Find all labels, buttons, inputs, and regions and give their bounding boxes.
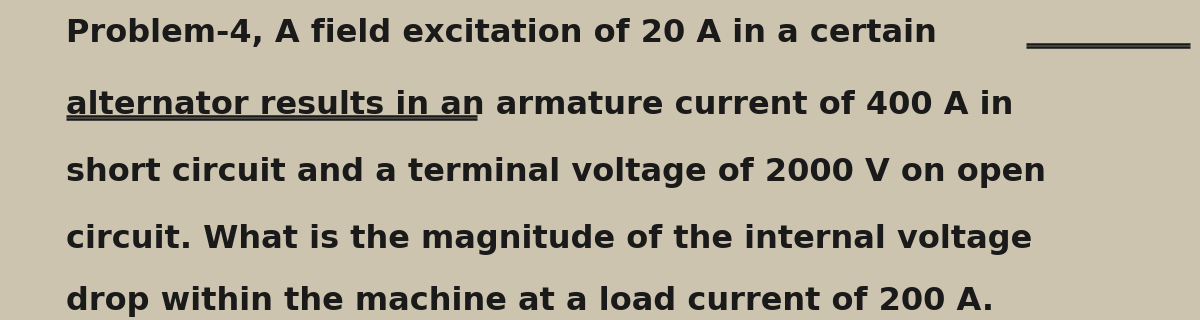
Text: short circuit and a terminal voltage of 2000 V on open: short circuit and a terminal voltage of … — [66, 157, 1046, 188]
Text: drop within the machine at a load current of 200 A.: drop within the machine at a load curren… — [66, 286, 994, 317]
Text: Problem-4, A field excitation of 20 A in a certain: Problem-4, A field excitation of 20 A in… — [66, 18, 937, 49]
Text: circuit. What is the magnitude of the internal voltage: circuit. What is the magnitude of the in… — [66, 224, 1032, 255]
Text: alternator results in an armature current of 400 A in: alternator results in an armature curren… — [66, 90, 1013, 121]
